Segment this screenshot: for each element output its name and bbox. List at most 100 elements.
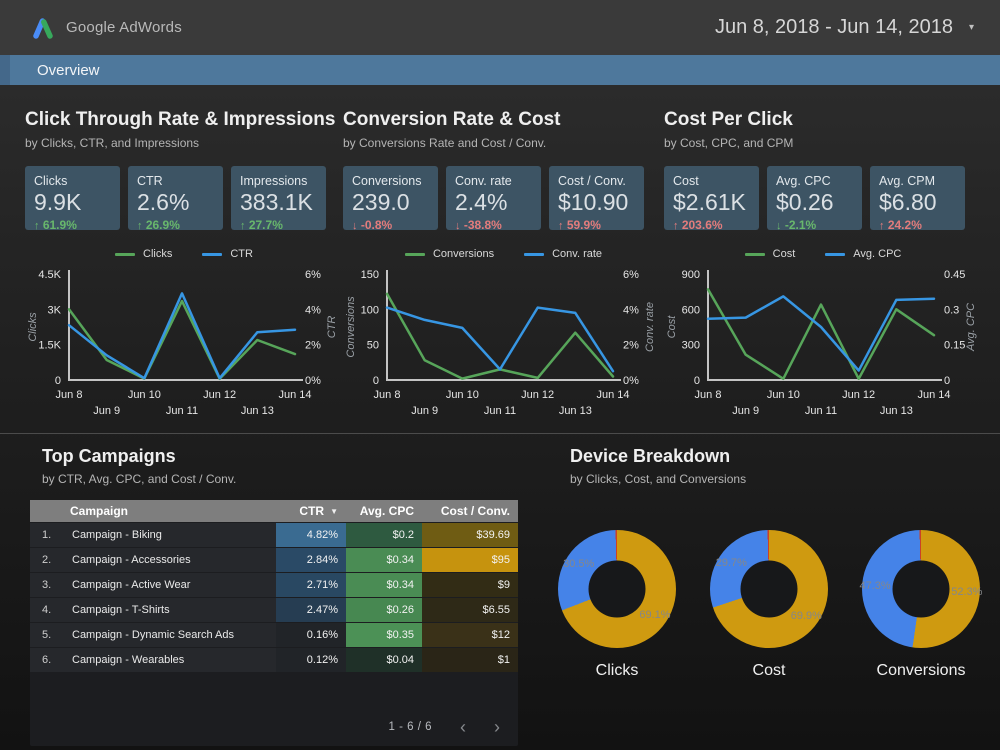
donut-ring: 52.3% 47.3% — [859, 530, 982, 648]
svg-text:Jun 14: Jun 14 — [596, 389, 629, 401]
donut-slice-label: 47.3% — [859, 580, 891, 593]
legend-swatch — [202, 252, 223, 256]
svg-text:Avg. CPC: Avg. CPC — [965, 303, 977, 352]
donut-charts-row: 69.1% 30.5% Clicks 69.9% 29.7% Cost 52.3% 4… — [558, 530, 982, 680]
svg-text:Jun 9: Jun 9 — [732, 405, 759, 417]
logo-text: Google AdWords — [66, 19, 182, 36]
scorecard-delta: ↓ -38.8% — [455, 218, 532, 232]
donut-slice-label: 29.7% — [715, 556, 747, 569]
scorecard-value: 383.1K — [240, 189, 313, 215]
scorecard: Conv. rate 2.4% ↓ -38.8% — [446, 166, 541, 232]
svg-text:0: 0 — [694, 375, 700, 387]
svg-text:6%: 6% — [623, 269, 639, 281]
legend-label: Avg. CPC — [853, 248, 902, 260]
scorecard-delta: ↑ 24.2% — [879, 218, 956, 232]
svg-text:0.3: 0.3 — [944, 304, 959, 316]
tab-overview[interactable]: Overview — [37, 61, 100, 79]
row-rank: 1. — [30, 523, 66, 547]
timeseries-chart: Clicks CTR 0 1.5K 3K 4.5K 0% 2% 4% 6% Jun 8 Jun 9… — [25, 248, 343, 431]
campaign-name: Campaign - Biking — [66, 523, 276, 547]
donut-slice-label: 30.5% — [563, 557, 595, 570]
campaign-name: Campaign - Wearables — [66, 648, 276, 672]
svg-text:Conversions: Conversions — [345, 296, 357, 358]
timeseries-chart: Conversions Conv. rate 0 50 100 150 0% 2% 4% 6%… — [343, 248, 664, 431]
cost-cell: $6.55 — [422, 598, 518, 622]
legend-label: Conversions — [432, 248, 495, 260]
column-header-campaign[interactable]: Campaign — [70, 504, 129, 518]
device-breakdown-title: Device Breakdown — [570, 446, 731, 466]
top-campaigns-table: Campaign CTR ▼ Avg. CPC Cost / Conv. 1. Camp… — [30, 500, 518, 746]
svg-text:Clicks: Clicks — [27, 312, 39, 342]
column-header-ctr[interactable]: CTR ▼ — [299, 504, 338, 518]
table-row: 6. Campaign - Wearables 0.12% $0.04 $1 — [30, 648, 518, 672]
legend-item: Cost — [744, 248, 796, 260]
table-row: 2. Campaign - Accessories 2.84% $0.34 $9… — [30, 548, 518, 572]
section-title: Cost Per Click — [664, 109, 793, 130]
scorecard-label: Cost — [673, 174, 699, 188]
scorecard-delta: ↓ -0.8% — [352, 218, 429, 232]
legend-label: Cost — [772, 248, 796, 260]
scorecard-delta: ↑ 26.9% — [137, 218, 214, 232]
line-chart-canvas: 0 300 600 900 0 0.15 0.3 0.45 Jun 8 Jun 9 Jun 10 Ju… — [666, 269, 977, 417]
svg-text:Jun 8: Jun 8 — [695, 389, 722, 401]
table-row: 4. Campaign - T-Shirts 2.47% $0.26 $6.55 — [30, 598, 518, 622]
scorecard-label: Impressions — [240, 174, 308, 188]
adwords-logo: Google AdWords — [30, 17, 182, 39]
scorecard-value: 239.0 — [352, 189, 410, 215]
delta-arrow-icon: ↑ — [137, 220, 143, 232]
column-header-cost[interactable]: Cost / Conv. — [440, 504, 510, 518]
sort-caret-icon: ▼ — [330, 506, 338, 516]
pagination-next-icon[interactable]: › — [494, 717, 500, 737]
delta-arrow-icon: ↓ — [455, 220, 461, 232]
section-subtitle: by Clicks, CTR, and Impressions — [25, 136, 200, 150]
cpc-cell: $0.35 — [346, 623, 422, 647]
delta-value: 203.6% — [678, 218, 723, 232]
table-row: 3. Campaign - Active Wear 2.71% $0.34 $9 — [30, 573, 518, 597]
svg-text:50: 50 — [367, 340, 379, 352]
scorecard-delta: ↑ 203.6% — [673, 218, 750, 232]
table-header-row: Campaign CTR ▼ Avg. CPC Cost / Conv. — [30, 500, 518, 522]
svg-text:4%: 4% — [623, 304, 639, 316]
svg-text:0: 0 — [373, 375, 379, 387]
scorecard: Cost $2.61K ↑ 203.6% — [664, 166, 759, 232]
metric-sections-row: Click Through Rate & Impressions by Clic… — [0, 85, 1000, 431]
donut-chart: 69.9% 29.7% Cost — [710, 530, 828, 680]
delta-arrow-icon: ↓ — [352, 220, 358, 232]
svg-text:Jun 11: Jun 11 — [166, 405, 198, 417]
ctr-cell: 0.12% — [276, 648, 346, 672]
cost-cell: $12 — [422, 623, 518, 647]
ctr-cell: 4.82% — [276, 523, 346, 547]
svg-text:Jun 14: Jun 14 — [917, 389, 950, 401]
svg-text:0: 0 — [944, 375, 950, 387]
svg-text:Jun 12: Jun 12 — [203, 389, 236, 401]
svg-text:Jun 9: Jun 9 — [411, 405, 438, 417]
svg-text:Jun 13: Jun 13 — [880, 405, 913, 417]
top-campaigns-section: Top Campaigns by CTR, Avg. CPC, and Cost… — [30, 446, 522, 746]
svg-text:Jun 8: Jun 8 — [374, 389, 401, 401]
svg-text:0%: 0% — [305, 375, 321, 387]
scorecard: Avg. CPM $6.80 ↑ 24.2% — [870, 166, 965, 232]
report-canvas: Click Through Rate & Impressions by Clic… — [0, 85, 1000, 746]
svg-text:Jun 10: Jun 10 — [128, 389, 161, 401]
scorecard-label: Avg. CPC — [776, 174, 831, 188]
donut-chart: 52.3% 47.3% Conversions — [859, 530, 982, 680]
legend-swatch — [115, 252, 136, 256]
svg-text:0%: 0% — [623, 375, 639, 387]
chart-legend: Cost Avg. CPC — [664, 248, 982, 260]
row-rank: 3. — [30, 573, 66, 597]
ctr-cell: 2.84% — [276, 548, 346, 572]
delta-value: 61.9% — [39, 218, 77, 232]
metric-section: Conversion Rate & Cost by Conversions Ra… — [343, 109, 664, 431]
line-chart-canvas: 0 1.5K 3K 4.5K 0% 2% 4% 6% Jun 8 Jun 9 Jun 10 Jun 1… — [27, 269, 338, 417]
svg-text:CTR: CTR — [326, 316, 338, 339]
pagination-prev-icon[interactable]: ‹ — [460, 717, 466, 737]
scorecard-label: CTR — [137, 174, 163, 188]
date-range-picker[interactable]: Jun 8, 2018 - Jun 14, 2018 ▾ — [715, 16, 974, 39]
svg-text:600: 600 — [682, 304, 700, 316]
column-header-cpc[interactable]: Avg. CPC — [359, 504, 414, 518]
donut-hole — [892, 560, 950, 618]
pagination-label: 1 - 6 / 6 — [388, 721, 432, 733]
cpc-cell: $0.26 — [346, 598, 422, 622]
delta-arrow-icon: ↑ — [879, 220, 885, 232]
scorecard-value: 9.9K — [34, 189, 82, 215]
